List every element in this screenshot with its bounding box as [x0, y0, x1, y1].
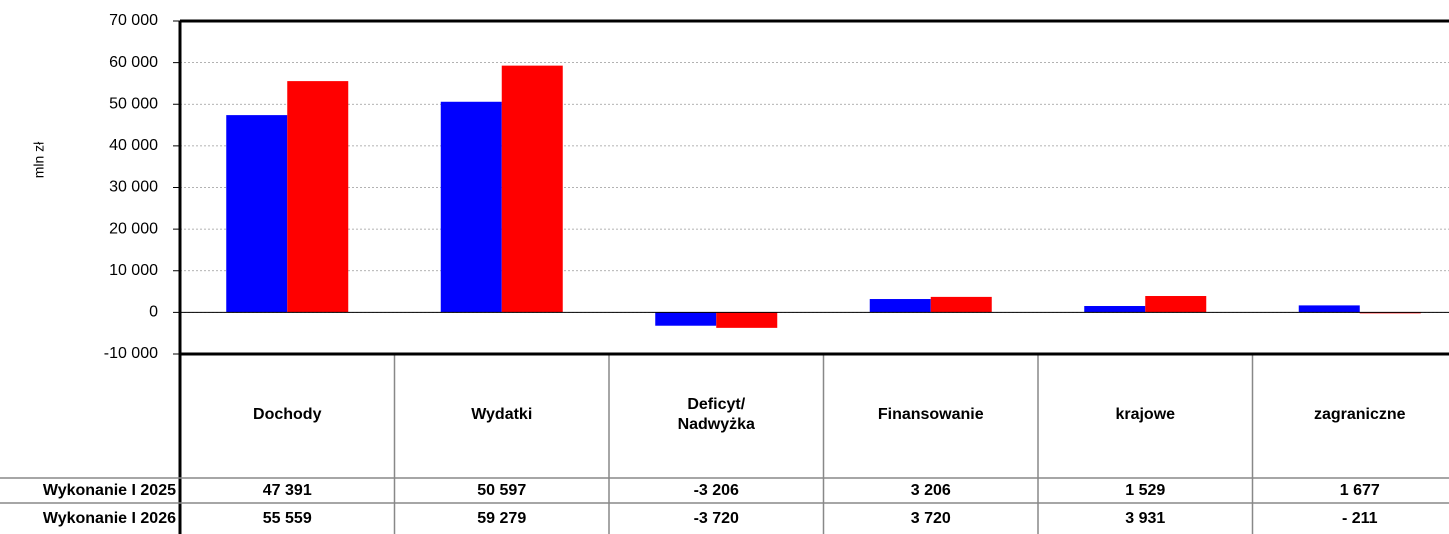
series-name: Wykonanie I 2025 [42, 482, 176, 499]
y-tick-label: 60 000 [109, 54, 158, 71]
y-tick-label: 50 000 [109, 95, 158, 112]
y-tick-label: -10 000 [104, 345, 158, 362]
y-tick-label: 70 000 [109, 12, 158, 29]
table-value: 59 279 [477, 510, 527, 527]
table-value: - 211 [1341, 510, 1378, 527]
category-label: krajowe [1115, 406, 1176, 423]
category-label: zagraniczne [1313, 406, 1406, 423]
y-tick-label: 0 [149, 304, 158, 321]
bar [501, 65, 563, 313]
bar [869, 299, 931, 313]
bar [930, 296, 992, 313]
bar [226, 115, 288, 313]
bar [655, 312, 717, 326]
y-tick-label: 40 000 [109, 137, 158, 154]
category-label: Deficyt/ Nadwyżka [677, 396, 755, 433]
bar [440, 101, 502, 313]
table-value: 3 720 [910, 510, 951, 527]
table-value: 55 559 [262, 510, 312, 527]
bar [1145, 296, 1207, 313]
bar [716, 312, 778, 328]
table-value: 47 391 [262, 482, 312, 499]
table-value: -3 720 [693, 510, 739, 527]
table-value: 1 529 [1125, 482, 1166, 499]
bar [1298, 305, 1360, 313]
category-label: Finansowanie [877, 406, 984, 423]
y-tick-label: 30 000 [109, 179, 158, 196]
table-value: 3 206 [910, 482, 951, 499]
category-label: Dochody [253, 406, 322, 423]
bar [287, 81, 349, 313]
table-value: 50 597 [477, 482, 527, 499]
table-value: -3 206 [693, 482, 739, 499]
table-value: 3 931 [1125, 510, 1166, 527]
y-axis-label: mln zł [31, 141, 47, 178]
y-tick-label: 20 000 [109, 220, 158, 237]
y-tick-label: 10 000 [109, 262, 158, 279]
category-label: Wydatki [471, 406, 533, 423]
series-name: Wykonanie I 2026 [42, 510, 176, 527]
table-value: 1 677 [1339, 482, 1380, 499]
bar [1084, 306, 1146, 313]
